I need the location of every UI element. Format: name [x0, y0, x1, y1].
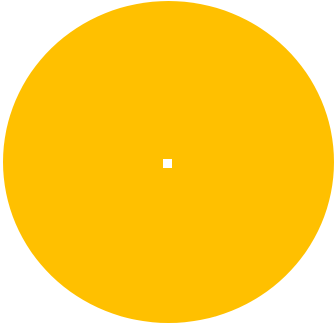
center-square-marker: [163, 159, 172, 168]
